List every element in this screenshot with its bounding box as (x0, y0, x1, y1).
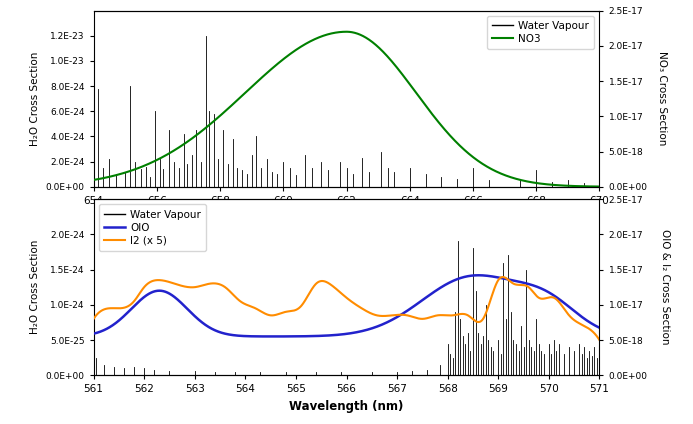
Y-axis label: H₂O Cross Section: H₂O Cross Section (30, 51, 40, 146)
Y-axis label: NO₃ Cross Section: NO₃ Cross Section (657, 51, 667, 146)
Legend: Water Vapour, NO3: Water Vapour, NO3 (487, 16, 594, 49)
X-axis label: Wavelength (nm): Wavelength (nm) (289, 400, 404, 413)
Legend: Water Vapour, OIO, I2 (x 5): Water Vapour, OIO, I2 (x 5) (99, 204, 206, 251)
Y-axis label: H₂O Cross Section: H₂O Cross Section (30, 240, 40, 335)
Y-axis label: OIO & I₂ Cross Section: OIO & I₂ Cross Section (660, 229, 669, 345)
